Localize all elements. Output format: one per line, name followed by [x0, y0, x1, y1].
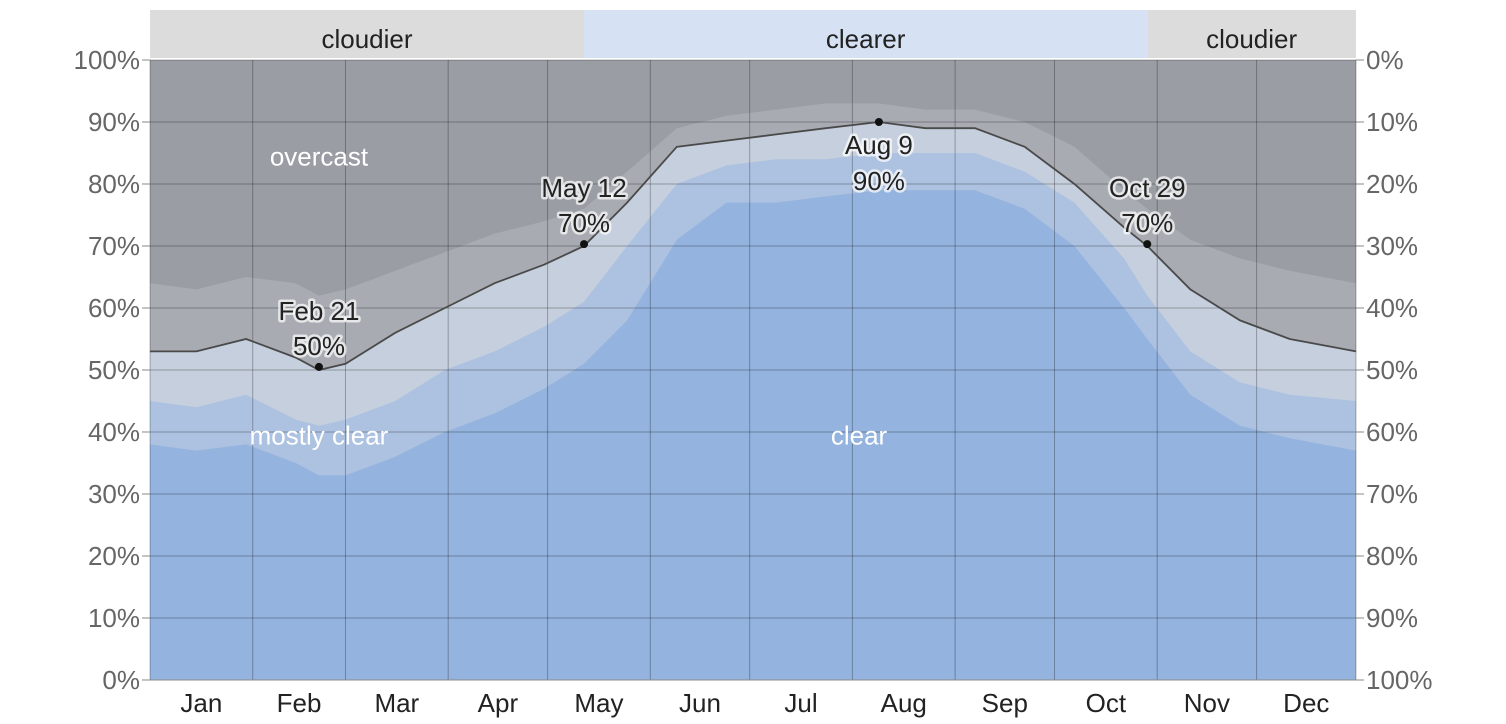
band-label-2: cloudier	[1206, 24, 1297, 54]
annotation-value-0: 50%	[293, 331, 345, 361]
left-tick-label-1: 10%	[88, 603, 140, 633]
left-tick-label-9: 90%	[88, 107, 140, 137]
right-tick-label-3: 70%	[1366, 479, 1418, 509]
right-tick-label-8: 20%	[1366, 169, 1418, 199]
annotation-point-3	[1143, 240, 1152, 249]
month-label-oct: Oct	[1086, 688, 1127, 718]
annotation-date-3: Oct 29	[1109, 173, 1186, 203]
left-tick-label-2: 20%	[88, 541, 140, 571]
annotation-point-1	[580, 240, 589, 249]
month-label-may: May	[574, 688, 623, 718]
annotations: Feb 21 50% May 12 70% Aug 9 90% Oct 29 70%	[276, 118, 1188, 371]
month-label-nov: Nov	[1184, 688, 1230, 718]
month-label-dec: Dec	[1283, 688, 1329, 718]
month-label-sep: Sep	[982, 688, 1028, 718]
area-layers	[150, 60, 1356, 680]
band-strip: cloudier clearer cloudier	[150, 10, 1356, 58]
month-label-feb: Feb	[277, 688, 322, 718]
left-tick-label-0: 0%	[102, 665, 140, 695]
month-label-jun: Jun	[679, 688, 721, 718]
right-tick-label-6: 40%	[1366, 293, 1418, 323]
clear-share-line	[150, 121, 1357, 371]
annotation-date-2: Aug 9	[845, 130, 913, 160]
band-0	[150, 10, 585, 58]
band-label-0: cloudier	[321, 24, 412, 54]
annotation-value-2: 90%	[853, 166, 905, 196]
region-label-clear: clear	[831, 420, 888, 450]
month-label-jul: Jul	[784, 688, 817, 718]
band-2	[1147, 10, 1356, 58]
left-tick-label-5: 50%	[88, 355, 140, 385]
band-1	[584, 10, 1148, 58]
right-tick-label-7: 30%	[1366, 231, 1418, 261]
annotation-date-0: Feb 21	[278, 296, 359, 326]
month-label-jan: Jan	[180, 688, 222, 718]
right-tick-label-4: 60%	[1366, 417, 1418, 447]
region-label-mostly-clear: mostly clear	[250, 420, 389, 450]
right-tick-label-10: 0%	[1366, 45, 1404, 75]
threshold-line	[150, 121, 1357, 371]
band-label-1: clearer	[826, 24, 906, 54]
annotation-point-2	[874, 118, 883, 126]
month-label-aug: Aug	[881, 688, 927, 718]
left-tick-label-6: 60%	[88, 293, 140, 323]
month-label-apr: Apr	[478, 688, 519, 718]
left-tick-label-7: 70%	[88, 231, 140, 261]
annotation-point-0	[314, 362, 323, 371]
axes: 0% 10% 20% 30% 40% 50% 60% 70% 80% 90% 100% 100% 90%…	[74, 45, 1433, 718]
annotation-value-1: 70%	[558, 208, 610, 238]
left-tick-label-4: 40%	[88, 417, 140, 447]
right-tick-label-5: 50%	[1366, 355, 1418, 385]
right-tick-label-0: 100%	[1366, 665, 1433, 695]
region-labels: overcast mostly clear clear	[250, 141, 888, 450]
right-tick-label-2: 80%	[1366, 541, 1418, 571]
left-tick-label-10: 100%	[74, 45, 141, 75]
right-tick-label-1: 90%	[1366, 603, 1418, 633]
region-label-overcast: overcast	[270, 141, 369, 171]
annotation-value-3: 70%	[1121, 208, 1173, 238]
month-label-mar: Mar	[374, 688, 419, 718]
series-clear	[150, 190, 1356, 680]
gridlines	[149, 59, 1357, 681]
left-tick-label-8: 80%	[88, 169, 140, 199]
annotation-date-1: May 12	[541, 173, 626, 203]
left-tick-label-3: 30%	[88, 479, 140, 509]
right-tick-label-9: 10%	[1366, 107, 1418, 137]
